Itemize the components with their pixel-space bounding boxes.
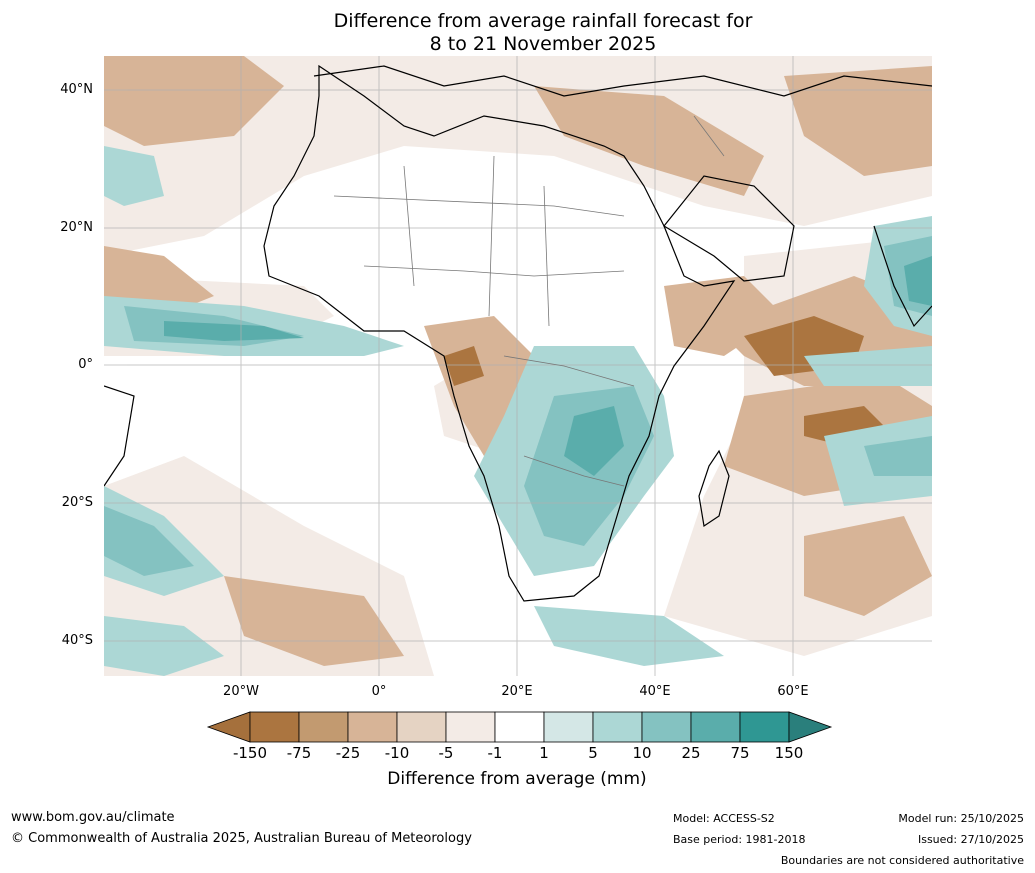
rainfall-map-svg [104,56,932,676]
rainfall-map [104,56,932,676]
lat-label-20n: 20°N [60,220,93,235]
footer-website: www.bom.gov.au/climate [11,810,175,825]
footer-copyright: © Commonwealth of Australia 2025, Austra… [11,831,472,846]
lon-label-20e: 20°E [501,684,533,699]
colorbar-arrow-left [206,711,251,743]
lon-label-60e: 60°E [777,684,809,699]
colorbar-segment [543,711,594,743]
colorbar-segment [494,711,545,743]
lat-label-40s: 40°S [61,633,93,648]
colorbar-tick-label: -1 [487,744,503,762]
colorbar-tick-label: -25 [335,744,361,762]
colorbar-segment [641,711,692,743]
lon-label-40e: 40°E [639,684,671,699]
footer-issued: Issued: 27/10/2025 [917,833,1024,846]
colorbar-tick-label: 75 [730,744,750,762]
footer-base-period: Base period: 1981-2018 [673,833,806,846]
colorbar-segment [249,711,300,743]
country-borders [333,115,725,487]
colorbar-title: Difference from average (mm) [387,769,647,789]
colorbar-segment [592,711,643,743]
colorbar-tick-label: -10 [384,744,410,762]
colorbar-tick-label: -75 [286,744,312,762]
colorbar-tick-label: -150 [232,744,268,762]
europe-coastline [313,65,932,97]
colorbar-segment [445,711,496,743]
colorbar [206,711,833,743]
coastline [104,64,932,602]
colorbar-segment [690,711,741,743]
colorbar-arrow-right [788,711,833,743]
colorbar-tick-label: 5 [588,744,598,762]
arabia-coastline [663,175,795,282]
colorbar-segment [739,711,790,743]
colorbar-tick-label: 10 [632,744,652,762]
lon-label-0: 0° [371,684,387,699]
colorbar-tick-label: -5 [438,744,454,762]
colorbar-segment [298,711,349,743]
lon-label-20w: 20°W [223,684,259,699]
africa-coastline [263,64,736,602]
footer-model: Model: ACCESS-S2 [673,812,775,825]
lat-label-0: 0° [78,357,93,372]
colorbar-tick-label: 25 [681,744,701,762]
lat-label-40n: 40°N [60,82,93,97]
colorbar-segment [347,711,398,743]
india-coastline [873,225,932,328]
anomaly-dark-teal [164,256,932,476]
colorbar-tick-label: 150 [774,744,804,762]
map-title-line1: Difference from average rainfall forecas… [333,10,753,32]
footer-disclaimer: Boundaries are not considered authoritat… [780,854,1024,867]
madagascar-coastline [698,449,730,528]
graticule [104,56,932,676]
lat-label-20s: 20°S [61,495,93,510]
south-america-coastline [104,385,135,487]
colorbar-tick-label: 1 [539,744,549,762]
footer-model-run: Model run: 25/10/2025 [898,812,1024,825]
map-title-line2: 8 to 21 November 2025 [429,33,657,55]
colorbar-segment [396,711,447,743]
